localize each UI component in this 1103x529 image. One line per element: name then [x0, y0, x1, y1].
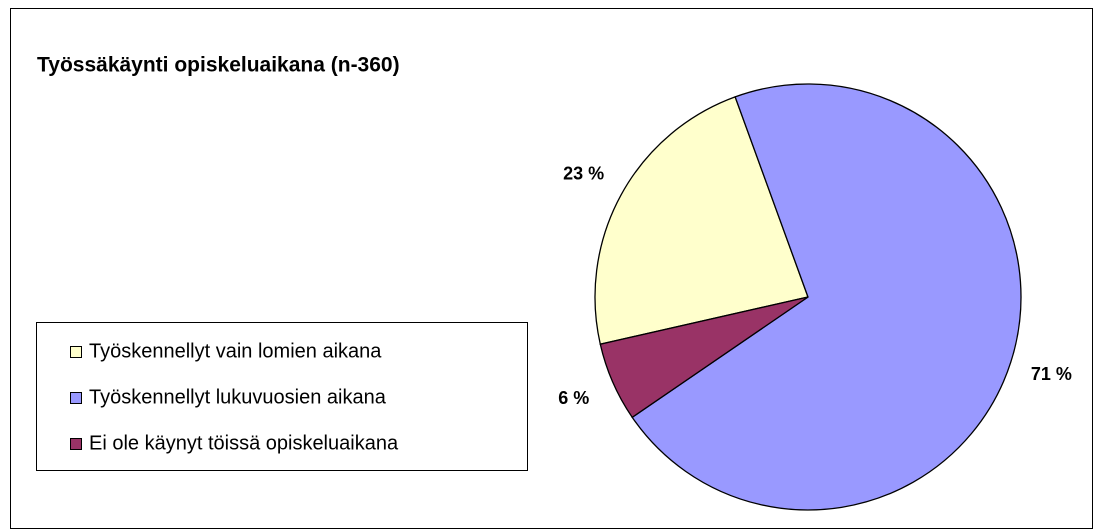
- data-label: 23 %: [563, 163, 604, 183]
- legend-swatch: [70, 438, 82, 450]
- data-label: 6 %: [558, 388, 589, 408]
- legend-label: Työskennellyt lukuvuosien aikana: [89, 386, 387, 408]
- data-label: 71 %: [1031, 364, 1072, 384]
- pie-slice: [594, 96, 809, 345]
- legend-label: Työskennellyt vain lomien aikana: [89, 340, 382, 362]
- pie-slice: [599, 296, 809, 419]
- legend-swatch: [70, 392, 82, 404]
- pie-slice: [631, 83, 1022, 511]
- chart-title: Työssäkäynti opiskeluaikana (n-360): [37, 54, 400, 77]
- legend-swatch: [70, 346, 82, 358]
- legend-label: Ei ole käynyt töissä opiskeluaikana: [89, 432, 399, 454]
- legend-box: [36, 322, 528, 471]
